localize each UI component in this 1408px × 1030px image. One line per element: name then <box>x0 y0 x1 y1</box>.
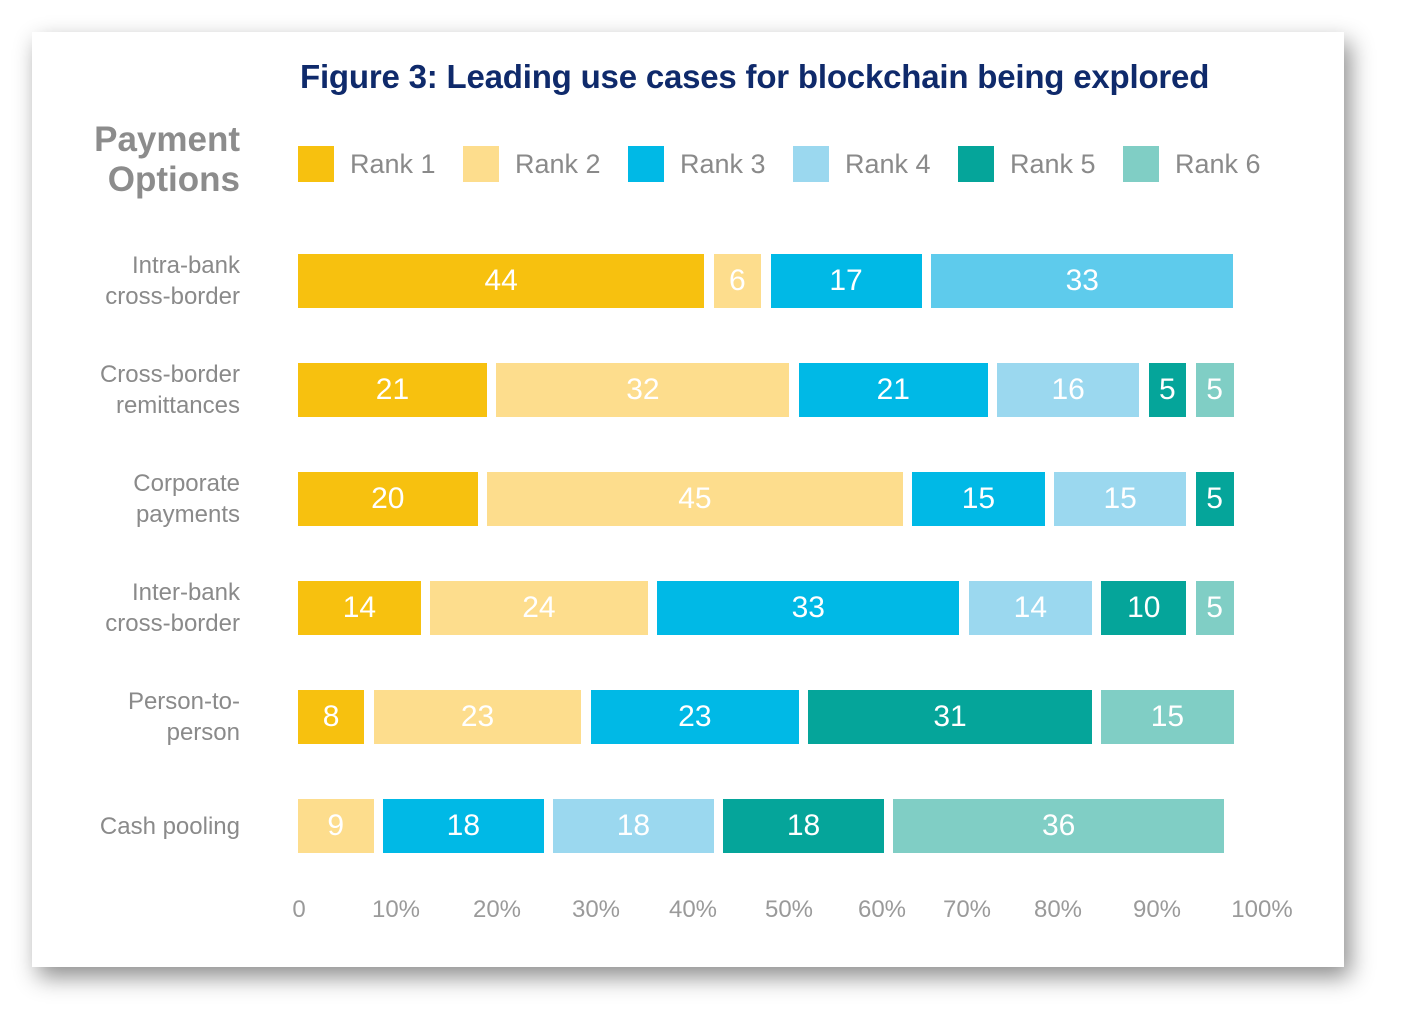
legend-label: Rank 6 <box>1175 148 1261 179</box>
category-label-line: cross-border <box>105 283 240 310</box>
legend-swatch <box>298 146 334 182</box>
bar-segment-rank-2: 45 <box>487 472 903 526</box>
category-label-line: remittances <box>115 392 240 419</box>
legend-swatch <box>628 146 664 182</box>
bar-segment-rank-5: 18 <box>723 799 884 853</box>
bar-segment-rank-2: 23 <box>373 690 582 744</box>
legend-label: Rank 3 <box>680 148 766 179</box>
bar-segment-rank-5: 5 <box>1148 363 1187 417</box>
bar-segment-rank-6: 5 <box>1195 363 1234 417</box>
category-label-line: Cash pooling <box>99 812 240 840</box>
bar-segment-rank-2: 32 <box>496 363 790 417</box>
legend-swatch <box>793 146 829 182</box>
x-tick-label: 30% <box>571 896 621 923</box>
category-label: Cash pooling <box>40 811 240 842</box>
legend-item-rank-5: Rank 5 <box>958 146 1096 182</box>
x-tick-label: 100% <box>1231 896 1293 923</box>
legend-label: Rank 1 <box>350 148 436 179</box>
category-label-line: Corporate <box>133 470 240 497</box>
bar-segment-rank-3: 21 <box>798 363 988 417</box>
bar-segment-rank-4: 14 <box>968 581 1092 635</box>
bar-segment-rank-6: 36 <box>893 799 1225 853</box>
legend-item-rank-2: Rank 2 <box>463 146 601 182</box>
bar-segment-rank-3: 33 <box>657 581 960 635</box>
bar-segment-rank-5: 31 <box>808 690 1092 744</box>
legend-label: Rank 5 <box>1010 148 1096 179</box>
bar-segment-rank-4: 15 <box>1054 472 1187 526</box>
chart-title: Figure 3: Leading use cases for blockcha… <box>300 58 1210 95</box>
bar-segment-rank-3: 15 <box>912 472 1045 526</box>
legend-item-rank-3: Rank 3 <box>628 146 766 182</box>
legend-swatch <box>1123 146 1159 182</box>
bar-segment-rank-3: 23 <box>590 690 799 744</box>
x-tick-label: 80% <box>1033 896 1083 923</box>
bar-segment-rank-5: 5 <box>1195 472 1234 526</box>
bar-segment-rank-1: 21 <box>298 363 487 417</box>
category-label: Cross-border remittances <box>40 359 240 421</box>
category-label-line: Person-to- <box>127 688 240 715</box>
x-tick-label: 60% <box>857 896 907 923</box>
legend-item-rank-1: Rank 1 <box>298 146 436 182</box>
x-tick-label: 0 <box>292 896 306 923</box>
x-tick-label: 40% <box>668 896 718 923</box>
category-label: Inter-bank cross-border <box>40 577 240 639</box>
bar-segment-rank-2: 24 <box>430 581 648 635</box>
bar-segment-rank-4: 18 <box>553 799 714 853</box>
category-label-line: Intra-bank <box>131 252 240 279</box>
legend-swatch <box>463 146 499 182</box>
bar-segment-rank-1: 8 <box>298 690 365 744</box>
legend-label: Rank 2 <box>515 148 601 179</box>
bar-segment-rank-6: 15 <box>1101 690 1234 744</box>
bar-segment-rank-2: 6 <box>713 254 761 308</box>
category-label: Intra-bank cross-border <box>40 250 240 312</box>
bar-segment-rank-4: 16 <box>997 363 1139 417</box>
bar-segment-rank-6: 5 <box>1195 581 1234 635</box>
category-label-line: payments <box>135 501 240 528</box>
category-label: Person-to-person <box>40 686 240 748</box>
x-tick-label: 50% <box>764 896 814 923</box>
category-label-line: Inter-bank <box>131 579 240 606</box>
bar-segment-rank-3: 18 <box>383 799 544 853</box>
category-label-line: cross-border <box>105 610 240 637</box>
legend-swatch <box>958 146 994 182</box>
x-tick-label: 70% <box>942 896 992 923</box>
legend-item-rank-6: Rank 6 <box>1123 146 1261 182</box>
legend-item-rank-4: Rank 4 <box>793 146 931 182</box>
x-tick-label: 90% <box>1132 896 1182 923</box>
y-axis-title: Payment Options <box>94 120 240 199</box>
bar-segment-rank-4: 33 <box>931 254 1234 308</box>
category-label: Corporate payments <box>40 468 240 530</box>
x-tick-label: 10% <box>371 896 421 923</box>
legend-label: Rank 4 <box>845 148 931 179</box>
bar-segment-rank-5: 10 <box>1101 581 1187 635</box>
bar-segment-rank-1: 44 <box>298 254 705 308</box>
category-label-line: person <box>166 719 240 746</box>
x-tick-label: 20% <box>472 896 522 923</box>
bar-segment-rank-1: 14 <box>298 581 421 635</box>
bar-segment-rank-2: 9 <box>298 799 374 853</box>
bar-segment-rank-1: 20 <box>298 472 478 526</box>
bar-segment-rank-3: 17 <box>770 254 922 308</box>
category-label-line: Cross-border <box>99 361 240 388</box>
